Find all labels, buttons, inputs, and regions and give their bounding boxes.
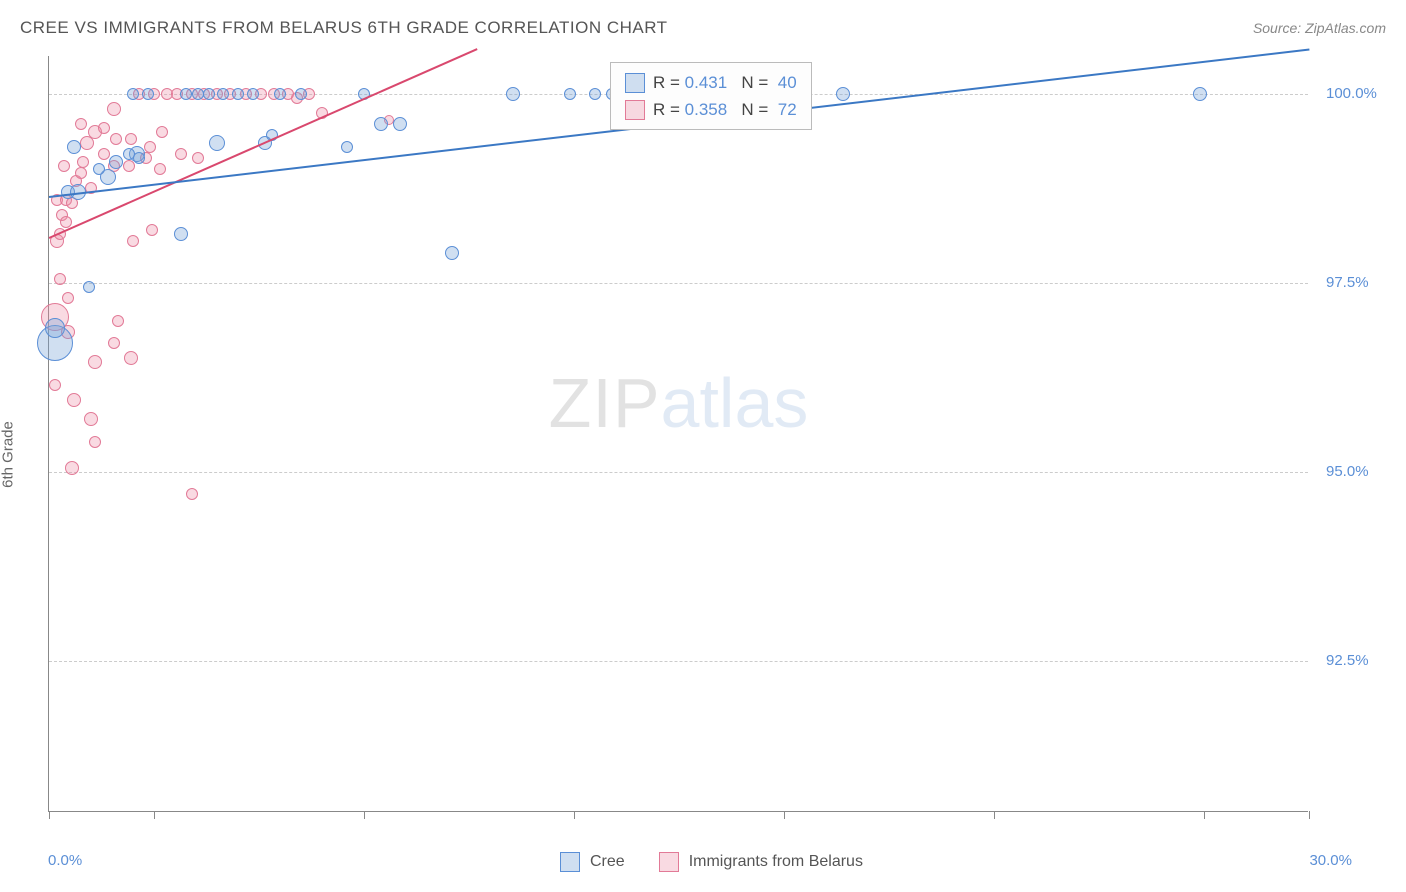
bottom-legend: Cree Immigrants from Belarus: [560, 852, 863, 872]
point-cree: [83, 281, 95, 293]
point-cree: [1193, 87, 1207, 101]
bottom-swatch-belarus: [659, 852, 679, 872]
source-attribution: Source: ZipAtlas.com: [1253, 20, 1386, 36]
point-belarus: [65, 461, 79, 475]
gridline: [49, 283, 1308, 284]
point-cree: [93, 163, 105, 175]
scatter-plot-area: ZIPatlas: [48, 56, 1308, 812]
point-belarus: [156, 126, 168, 138]
point-belarus: [112, 315, 124, 327]
point-cree: [247, 88, 259, 100]
correlation-legend: R = 0.431 N = 40 R = 0.358 N = 72: [610, 62, 812, 130]
gridline: [49, 661, 1308, 662]
point-cree: [127, 88, 139, 100]
point-belarus: [89, 436, 101, 448]
x-max-label: 30.0%: [1309, 852, 1352, 869]
point-belarus: [98, 122, 110, 134]
y-tick-label: 92.5%: [1326, 652, 1369, 669]
point-cree: [180, 88, 192, 100]
x-min-label: 0.0%: [48, 852, 82, 869]
point-belarus: [67, 393, 81, 407]
point-cree: [341, 141, 353, 153]
point-belarus: [146, 224, 158, 236]
x-tick: [784, 811, 785, 819]
point-belarus: [124, 351, 138, 365]
legend-row-belarus: R = 0.358 N = 72: [625, 96, 797, 123]
point-cree: [589, 88, 601, 100]
point-belarus: [75, 167, 87, 179]
point-cree: [295, 88, 307, 100]
x-tick: [994, 811, 995, 819]
legend-swatch-cree: [625, 73, 645, 93]
bottom-legend-belarus: Immigrants from Belarus: [689, 853, 863, 871]
point-cree: [142, 88, 154, 100]
x-tick: [1309, 811, 1310, 819]
point-cree: [445, 246, 459, 260]
point-cree: [217, 88, 229, 100]
point-belarus: [75, 118, 87, 130]
point-belarus: [144, 141, 156, 153]
point-belarus: [154, 163, 166, 175]
point-belarus: [107, 102, 121, 116]
point-cree: [174, 227, 188, 241]
point-belarus: [77, 156, 89, 168]
x-tick: [154, 811, 155, 819]
point-belarus: [175, 148, 187, 160]
y-tick-label: 100.0%: [1326, 85, 1377, 102]
x-tick: [1204, 811, 1205, 819]
point-cree: [203, 88, 215, 100]
chart-title: CREE VS IMMIGRANTS FROM BELARUS 6TH GRAD…: [20, 18, 668, 38]
x-tick: [364, 811, 365, 819]
y-axis-label: 6th Grade: [0, 421, 17, 488]
point-cree: [374, 117, 388, 131]
bottom-legend-cree: Cree: [590, 853, 625, 871]
x-tick: [49, 811, 50, 819]
point-cree: [232, 88, 244, 100]
y-tick-label: 95.0%: [1326, 463, 1369, 480]
point-cree: [836, 87, 850, 101]
point-belarus: [127, 235, 139, 247]
point-belarus: [110, 133, 122, 145]
legend-swatch-belarus: [625, 100, 645, 120]
y-tick-label: 97.5%: [1326, 274, 1369, 291]
point-cree: [506, 87, 520, 101]
point-cree: [67, 140, 81, 154]
point-cree: [274, 88, 286, 100]
bottom-swatch-cree: [560, 852, 580, 872]
point-belarus: [88, 355, 102, 369]
point-belarus: [84, 412, 98, 426]
point-cree: [393, 117, 407, 131]
point-cree: [133, 152, 145, 164]
watermark: ZIPatlas: [549, 363, 809, 443]
point-cree: [45, 318, 65, 338]
point-belarus: [125, 133, 137, 145]
x-tick: [574, 811, 575, 819]
point-belarus: [49, 379, 61, 391]
point-belarus: [54, 273, 66, 285]
gridline: [49, 472, 1308, 473]
point-belarus: [108, 337, 120, 349]
point-cree: [564, 88, 576, 100]
point-belarus: [98, 148, 110, 160]
point-belarus: [192, 152, 204, 164]
point-cree: [109, 155, 123, 169]
point-belarus: [186, 488, 198, 500]
legend-row-cree: R = 0.431 N = 40: [625, 69, 797, 96]
point-belarus: [62, 292, 74, 304]
point-cree: [209, 135, 225, 151]
point-belarus: [58, 160, 70, 172]
